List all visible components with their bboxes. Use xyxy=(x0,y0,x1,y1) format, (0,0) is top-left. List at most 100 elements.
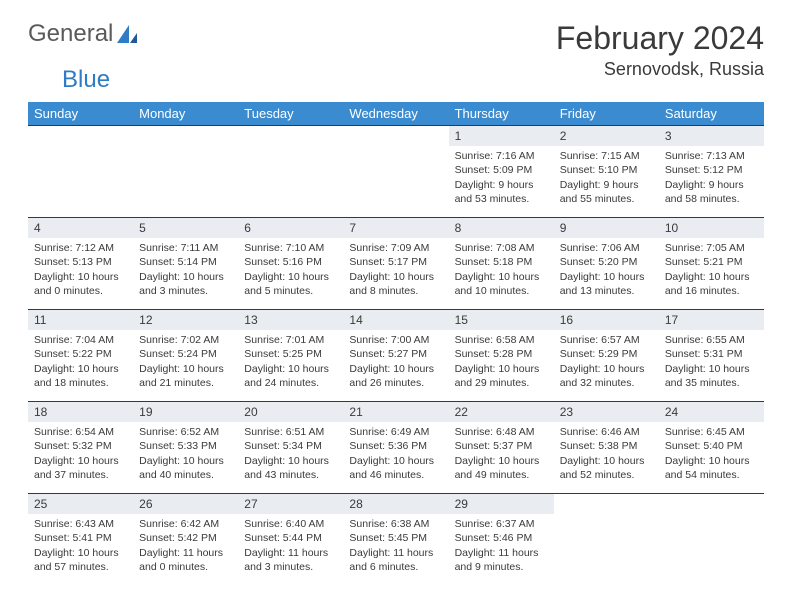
day-number: 11 xyxy=(34,313,46,327)
sunset-line: Sunset: 5:18 PM xyxy=(455,255,548,269)
daylight-line: Daylight: 10 hours and 32 minutes. xyxy=(560,362,653,390)
sunset-line: Sunset: 5:10 PM xyxy=(560,163,653,177)
sunrise-line: Sunrise: 6:51 AM xyxy=(244,425,337,439)
sunset-line: Sunset: 5:25 PM xyxy=(244,347,337,361)
day-number-bar: 7 xyxy=(343,217,448,238)
day-number-bar xyxy=(343,125,448,146)
sunrise-line: Sunrise: 6:43 AM xyxy=(34,517,127,531)
sunrise-line: Sunrise: 7:01 AM xyxy=(244,333,337,347)
daylight-line: Daylight: 10 hours and 46 minutes. xyxy=(349,454,442,482)
daylight-line: Daylight: 10 hours and 43 minutes. xyxy=(244,454,337,482)
calendar-day-cell xyxy=(554,493,659,585)
sunrise-line: Sunrise: 7:15 AM xyxy=(560,149,653,163)
sunrise-line: Sunrise: 6:57 AM xyxy=(560,333,653,347)
sunrise-line: Sunrise: 6:45 AM xyxy=(665,425,758,439)
day-number: 7 xyxy=(349,221,356,235)
day-number: 15 xyxy=(455,313,468,327)
sunrise-line: Sunrise: 6:49 AM xyxy=(349,425,442,439)
daylight-line: Daylight: 10 hours and 35 minutes. xyxy=(665,362,758,390)
daylight-line: Daylight: 11 hours and 3 minutes. xyxy=(244,546,337,574)
daylight-line: Daylight: 10 hours and 52 minutes. xyxy=(560,454,653,482)
weekday-header: Thursday xyxy=(449,102,554,125)
sunrise-line: Sunrise: 6:42 AM xyxy=(139,517,232,531)
sunset-line: Sunset: 5:13 PM xyxy=(34,255,127,269)
day-number: 5 xyxy=(139,221,146,235)
daylight-line: Daylight: 10 hours and 13 minutes. xyxy=(560,270,653,298)
calendar-day-cell: 11 Sunrise: 7:04 AMSunset: 5:22 PMDayligh… xyxy=(28,309,133,401)
day-body: Sunrise: 7:16 AMSunset: 5:09 PMDaylight:… xyxy=(449,146,554,212)
daylight-line: Daylight: 9 hours and 55 minutes. xyxy=(560,178,653,206)
daylight-line: Daylight: 10 hours and 24 minutes. xyxy=(244,362,337,390)
sunset-line: Sunset: 5:28 PM xyxy=(455,347,548,361)
daylight-line: Daylight: 10 hours and 37 minutes. xyxy=(34,454,127,482)
sunrise-line: Sunrise: 7:13 AM xyxy=(665,149,758,163)
calendar-day-cell: 15Sunrise: 6:58 AMSunset: 5:28 PMDayligh… xyxy=(449,309,554,401)
weekday-header: Sunday xyxy=(28,102,133,125)
daylight-line: Daylight: 11 hours and 9 minutes. xyxy=(455,546,548,574)
day-body: Sunrise: 7:02 AMSunset: 5:24 PMDaylight:… xyxy=(133,330,238,396)
daylight-line: Daylight: 10 hours and 3 minutes. xyxy=(139,270,232,298)
sunset-line: Sunset: 5:22 PM xyxy=(34,347,127,361)
day-number: 17 xyxy=(665,313,678,327)
calendar-day-cell: 22 Sunrise: 6:48 AMSunset: 5:37 PMDayligh… xyxy=(449,401,554,493)
sunset-line: Sunset: 5:32 PM xyxy=(34,439,127,453)
day-body: Sunrise: 7:12 AMSunset: 5:13 PMDaylight:… xyxy=(28,238,133,304)
calendar-day-cell: 25Sunrise: 6:43 AMSunset: 5:41 PMDayligh… xyxy=(28,493,133,585)
day-body: Sunrise: 6:51 AMSunset: 5:34 PMDaylight:… xyxy=(238,422,343,488)
sunset-line: Sunset: 5:34 PM xyxy=(244,439,337,453)
day-number-bar: 5 xyxy=(133,217,238,238)
day-body: Sunrise: 7:04 AMSunset: 5:22 PMDaylight:… xyxy=(28,330,133,396)
sunrise-line: Sunrise: 7:10 AM xyxy=(244,241,337,255)
day-number-bar: 29 xyxy=(449,493,554,514)
day-number: 12 xyxy=(139,313,152,327)
sunset-line: Sunset: 5:24 PM xyxy=(139,347,232,361)
sunset-line: Sunset: 5:16 PM xyxy=(244,255,337,269)
sunset-line: Sunset: 5:31 PM xyxy=(665,347,758,361)
calendar-day-cell: 6Sunrise: 7:10 AMSunset: 5:16 PMDaylight… xyxy=(238,217,343,309)
calendar-day-cell: 23Sunrise: 6:46 AMSunset: 5:38 PMDayligh… xyxy=(554,401,659,493)
day-number-bar: 1 xyxy=(449,125,554,146)
sunset-line: Sunset: 5:37 PM xyxy=(455,439,548,453)
day-number: 29 xyxy=(455,497,468,511)
sunrise-line: Sunrise: 6:40 AM xyxy=(244,517,337,531)
calendar-day-cell: 29Sunrise: 6:37 AMSunset: 5:46 PMDayligh… xyxy=(449,493,554,585)
calendar-day-cell xyxy=(133,125,238,217)
day-number-bar: 26 xyxy=(133,493,238,514)
calendar-day-cell: 4Sunrise: 7:12 AMSunset: 5:13 PMDaylight… xyxy=(28,217,133,309)
calendar-day-cell: 26Sunrise: 6:42 AMSunset: 5:42 PMDayligh… xyxy=(133,493,238,585)
day-number: 21 xyxy=(349,405,362,419)
day-body: Sunrise: 7:10 AMSunset: 5:16 PMDaylight:… xyxy=(238,238,343,304)
calendar-day-cell: 19Sunrise: 6:52 AMSunset: 5:33 PMDayligh… xyxy=(133,401,238,493)
sunrise-line: Sunrise: 7:06 AM xyxy=(560,241,653,255)
calendar-day-cell: 14Sunrise: 7:00 AMSunset: 5:27 PMDayligh… xyxy=(343,309,448,401)
calendar-day-cell: 16Sunrise: 6:57 AMSunset: 5:29 PMDayligh… xyxy=(554,309,659,401)
month-title: February 2024 xyxy=(556,20,764,57)
day-number: 9 xyxy=(560,221,567,235)
weekday-header-row: Sunday Monday Tuesday Wednesday Thursday… xyxy=(28,102,764,125)
day-number-bar: 13 xyxy=(238,309,343,330)
day-body: Sunrise: 6:48 AMSunset: 5:37 PMDaylight:… xyxy=(449,422,554,488)
day-number: 24 xyxy=(665,405,678,419)
day-number-bar: 28 xyxy=(343,493,448,514)
day-body: Sunrise: 7:15 AMSunset: 5:10 PMDaylight:… xyxy=(554,146,659,212)
calendar-day-cell xyxy=(238,125,343,217)
day-number-bar: 4 xyxy=(28,217,133,238)
day-number: 22 xyxy=(455,405,468,419)
day-number: 25 xyxy=(34,497,47,511)
day-number-bar: 19 xyxy=(133,401,238,422)
day-number-bar: 27 xyxy=(238,493,343,514)
sunset-line: Sunset: 5:38 PM xyxy=(560,439,653,453)
day-body: Sunrise: 6:54 AMSunset: 5:32 PMDaylight:… xyxy=(28,422,133,488)
daylight-line: Daylight: 9 hours and 58 minutes. xyxy=(665,178,758,206)
day-number-bar: 6 xyxy=(238,217,343,238)
day-number-bar: 10 xyxy=(659,217,764,238)
day-number-bar xyxy=(238,125,343,146)
sunrise-line: Sunrise: 6:37 AM xyxy=(455,517,548,531)
logo-word-2: Blue xyxy=(62,66,110,93)
sunset-line: Sunset: 5:42 PM xyxy=(139,531,232,545)
calendar-week-row: 1Sunrise: 7:16 AMSunset: 5:09 PMDaylight… xyxy=(28,125,764,217)
calendar-week-row: 25Sunrise: 6:43 AMSunset: 5:41 PMDayligh… xyxy=(28,493,764,585)
sunset-line: Sunset: 5:21 PM xyxy=(665,255,758,269)
calendar-day-cell: 5Sunrise: 7:11 AMSunset: 5:14 PMDaylight… xyxy=(133,217,238,309)
day-number-bar: 24 xyxy=(659,401,764,422)
